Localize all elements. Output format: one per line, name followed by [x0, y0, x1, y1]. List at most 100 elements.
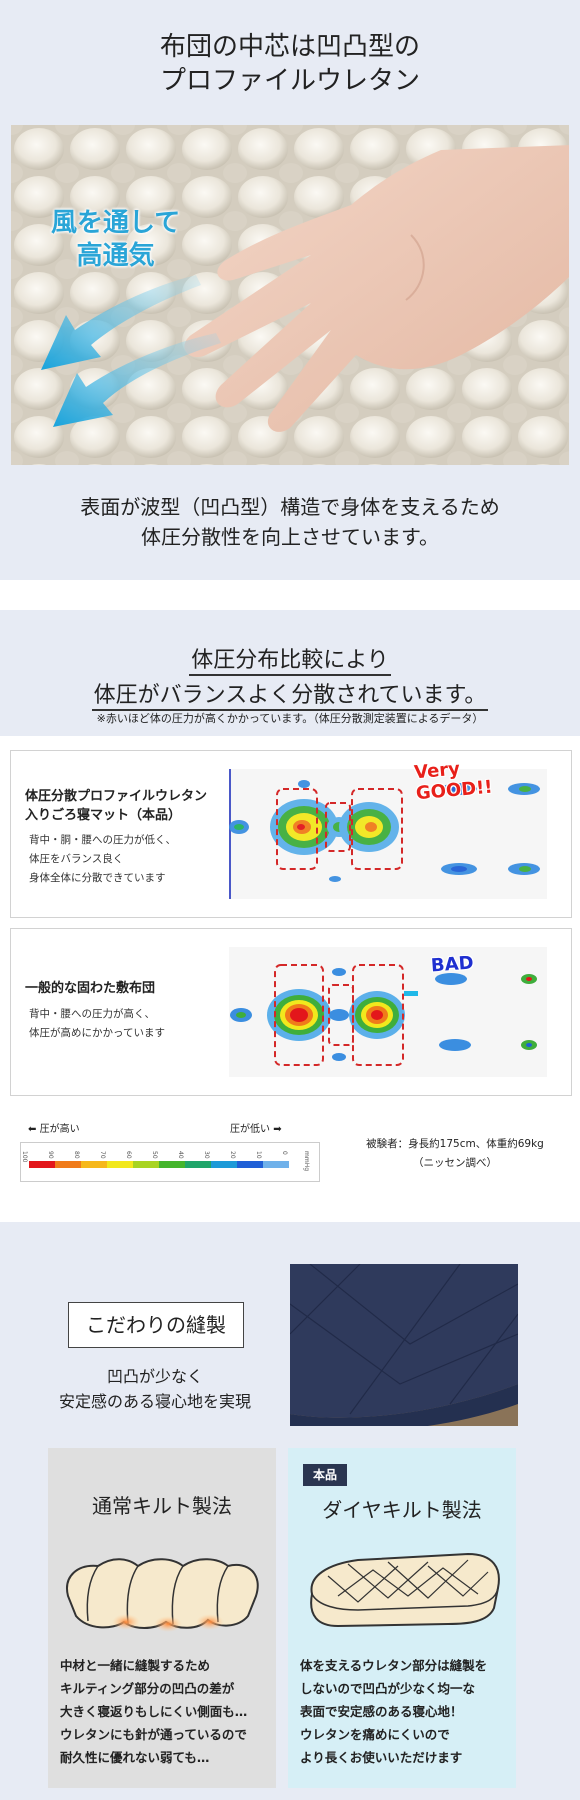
- legend-low-label: 圧が低い: [230, 1124, 270, 1135]
- tester-line: （ニッセン調べ）: [413, 1157, 497, 1169]
- text-line: 大きく寝返りもしにくい側面も…: [60, 1704, 248, 1719]
- this-product-badge: 本品: [303, 1464, 347, 1486]
- section-profile-urethane: 布団の中芯は凹凸型の プロファイルウレタン: [0, 0, 580, 580]
- flat-futon-icon: [310, 1552, 500, 1628]
- airflow-arrow-icon: [41, 275, 221, 427]
- airflow-line: 風を通して: [51, 208, 181, 238]
- text-line: 耐久性に優れない弱ても…: [60, 1750, 210, 1765]
- hand-icon: [184, 145, 569, 432]
- desc-line: 体圧をバランス良く: [29, 853, 124, 865]
- desc-line: 背中・腰への圧力が高く、: [29, 1008, 155, 1020]
- text-line: ウレタンを痛めにくいので: [300, 1727, 450, 1742]
- text-line: より長くお使いいただけます: [300, 1750, 463, 1765]
- product-title: 体圧分散プロファイルウレタン 入りごろ寝マット（本品）: [25, 787, 207, 825]
- foam-hand-photo: 風を通して 高通気: [11, 125, 569, 465]
- product-description: 背中・胴・腰への圧力が低く、 体圧をバランス良く 身体全体に分散できています: [29, 831, 176, 888]
- title-text: 体圧がバランスよく分散されています。: [91, 683, 489, 711]
- text-line: ウレタンにも針が通っているので: [60, 1727, 247, 1742]
- section-quilting: こだわりの縫製 凹凸が少なく 安定感のある寝心地を実現 通常キルト製法: [0, 1222, 580, 1800]
- regular-pressure-map: [229, 947, 547, 1077]
- desc-line: 身体全体に分散できています: [29, 872, 166, 884]
- pressure-legend: ⬅ 圧が高い 圧が低い ➡ 100 90 80 70 60 50 40 30 20 10 0 mmHg: [20, 1120, 320, 1200]
- regular-description: 背中・腰への圧力が高く、 体圧が高めにかかっています: [29, 1005, 165, 1043]
- scale-segment: [159, 1161, 185, 1168]
- tester-info: 被験者：身長約175cm、体重約69kg （ニッセン調べ）: [350, 1135, 560, 1173]
- normal-quilt-title: 通常キルト製法: [92, 1494, 232, 1518]
- desc-line: 背中・胴・腰への圧力が低く、: [29, 834, 176, 846]
- normal-quilt-text: 中材と一緒に縫製するため キルティング部分の凹凸の差が 大きく寝返りもしにくい側…: [60, 1654, 272, 1769]
- comparison-title-line1: 体圧分布比較により: [0, 646, 580, 676]
- scale-tick-label: 70: [99, 1151, 106, 1159]
- section-description: 表面が波型（凹凸型）構造で身体を支えるため 体圧分散性を向上させています。: [0, 492, 580, 552]
- color-scale: 100 90 80 70 60 50 40 30 20 10 0 mmHg: [20, 1142, 320, 1182]
- product-pressure-map: [229, 769, 547, 899]
- scale-tick-label: 20: [229, 1151, 236, 1159]
- legend-low: 圧が低い ➡: [230, 1120, 282, 1135]
- scale-tick-label: 80: [73, 1151, 80, 1159]
- text-line: 表面で安定感のある寝心地！: [300, 1704, 463, 1719]
- quilting-subtitle: 凹凸が少なく 安定感のある寝心地を実現: [30, 1364, 280, 1414]
- quilting-heading: こだわりの縫製: [68, 1302, 244, 1348]
- text-line: 中材と一緒に縫製するため: [60, 1658, 211, 1673]
- description-line: 表面が波型（凹凸型）構造で身体を支えるため: [80, 495, 500, 519]
- scale-segment: [81, 1161, 107, 1168]
- airflow-label: 風を通して 高通気: [51, 207, 180, 273]
- scale-segment: [237, 1161, 263, 1168]
- title-line: 入りごろ寝マット（本品）: [25, 808, 182, 823]
- text-line: しないので凹凸が少なく均一な: [300, 1681, 476, 1696]
- scale-tick-label: 40: [177, 1151, 184, 1159]
- futon-photo: [290, 1264, 518, 1426]
- scale-tick-label: 0: [281, 1151, 288, 1155]
- arrow-left-icon: ⬅: [28, 1124, 37, 1135]
- regular-title: 一般的な固わた敷布団: [25, 981, 156, 996]
- text-line: 体を支えるウレタン部分は縫製を: [300, 1658, 488, 1673]
- legend-high: ⬅ 圧が高い: [28, 1120, 80, 1135]
- comparison-title-line2: 体圧がバランスよく分散されています。: [0, 681, 580, 711]
- puffy-futon-icon: [66, 1558, 259, 1632]
- comparison-note: ※赤いほど体の圧力が高くかかっています。（体圧分散測定装置によるデータ）: [96, 712, 484, 725]
- foam-illustration: [11, 125, 569, 465]
- diamond-quilt-title: ダイヤキルト製法: [322, 1498, 482, 1522]
- scale-unit-label: mmHg: [303, 1151, 310, 1171]
- scale-segment: [107, 1161, 133, 1168]
- scale-segment: [55, 1161, 81, 1168]
- text-line: キルティング部分の凹凸の差が: [60, 1681, 235, 1696]
- regular-futon-pressure-card: 一般的な固わた敷布団 背中・腰への圧力が高く、 体圧が高めにかかっています: [10, 928, 572, 1096]
- sub-line: 安定感のある寝心地を実現: [58, 1392, 251, 1411]
- title-line: 体圧分散プロファイルウレタン: [25, 789, 208, 804]
- comparison-header: 体圧分布比較により 体圧がバランスよく分散されています。 ※赤いほど体の圧力が高…: [0, 610, 580, 736]
- normal-quilt-panel: 通常キルト製法 中材と一緒に縫製するため: [48, 1448, 276, 1788]
- diamond-quilt-panel: 本品 ダイヤキルト製法 体を支えるウレタン部分は縫製を しないので凹凸が少なく均…: [288, 1448, 516, 1788]
- normal-quilt-illustration: [58, 1536, 266, 1636]
- scale-tick-label: 60: [125, 1151, 132, 1159]
- section-pressure-comparison: 体圧分布比較により 体圧がバランスよく分散されています。 ※赤いほど体の圧力が高…: [0, 610, 580, 1222]
- legend-high-label: 圧が高い: [39, 1124, 80, 1135]
- diamond-quilt-illustration: [298, 1536, 506, 1636]
- scale-tick-label: 100: [21, 1151, 28, 1163]
- scale-tick-label: 90: [47, 1151, 54, 1159]
- very-good-stamp: Very GOOD!!: [413, 756, 493, 804]
- title-line: 布団の中芯は凹凸型の: [159, 32, 420, 62]
- airflow-line: 高通気: [76, 241, 155, 271]
- product-pressure-card: 体圧分散プロファイルウレタン 入りごろ寝マット（本品） 背中・胴・腰への圧力が低…: [10, 750, 572, 918]
- scale-segment: [133, 1161, 159, 1168]
- diamond-quilt-text: 体を支えるウレタン部分は縫製を しないので凹凸が少なく均一な 表面で安定感のある…: [300, 1654, 512, 1769]
- section-title: 布団の中芯は凹凸型の プロファイルウレタン: [0, 30, 580, 98]
- scale-segment: [185, 1161, 211, 1168]
- scale-tick-label: 50: [151, 1151, 158, 1159]
- pressure-map-graphic: [230, 964, 537, 1066]
- scale-segment: [263, 1161, 289, 1168]
- futon-illustration: [290, 1264, 518, 1426]
- color-scale-graphic: 100 90 80 70 60 50 40 30 20 10 0 mmHg: [21, 1151, 310, 1171]
- bad-stamp: BAD: [430, 952, 475, 977]
- scale-segment: [29, 1161, 55, 1168]
- description-line: 体圧分散性を向上させています。: [141, 525, 439, 549]
- arrow-right-icon: ➡: [273, 1124, 282, 1135]
- title-text: 体圧分布比較により: [189, 648, 391, 676]
- pressure-map-graphic: [229, 769, 540, 899]
- scale-tick-label: 10: [255, 1151, 262, 1159]
- title-line: プロファイルウレタン: [159, 66, 420, 96]
- tester-line: 被験者：身長約175cm、体重約69kg: [366, 1138, 544, 1150]
- desc-line: 体圧が高めにかかっています: [29, 1027, 165, 1039]
- sub-line: 凹凸が少なく: [106, 1367, 203, 1386]
